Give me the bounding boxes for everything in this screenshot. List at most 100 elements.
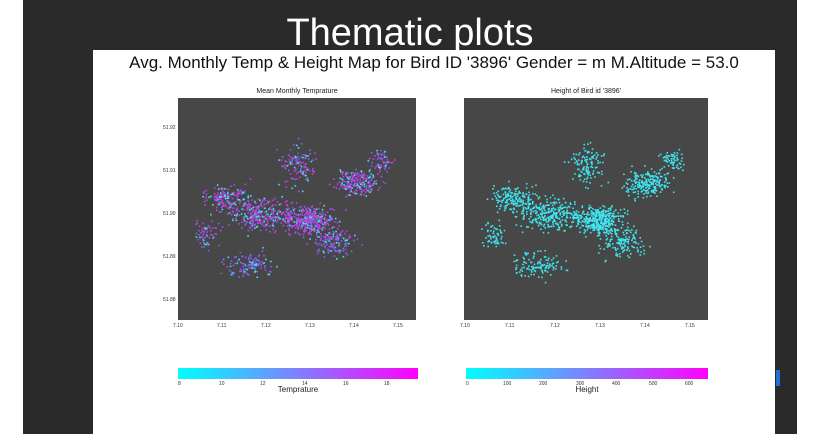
scatter-point: [351, 178, 354, 180]
scatter-point: [649, 181, 651, 183]
scatter-point: [263, 203, 266, 206]
scatter-point: [213, 195, 216, 198]
scatter-point: [336, 228, 339, 230]
scatter-point: [365, 185, 368, 187]
scatter-point: [599, 207, 602, 209]
scatter-point: [348, 186, 350, 189]
scatter-point: [337, 251, 340, 253]
scatter-point: [311, 225, 313, 228]
scatter-point: [216, 196, 218, 198]
scatter-point: [548, 264, 551, 267]
scatter-point: [324, 236, 326, 239]
scatter-point: [245, 203, 247, 206]
scatter-point: [299, 222, 301, 224]
scatter-point: [349, 178, 351, 181]
scatter-point: [522, 199, 525, 202]
scatter-point: [228, 195, 231, 198]
scatter-point: [370, 189, 373, 191]
scatter-point: [592, 222, 595, 225]
scatter-point: [490, 226, 492, 228]
scatter-point: [528, 197, 530, 200]
scatter-point: [247, 205, 250, 208]
scatter-point: [496, 199, 498, 201]
scatter-point: [645, 180, 647, 182]
scatter-point: [214, 187, 216, 189]
scatter-point: [221, 199, 224, 202]
scatter-point: [195, 236, 198, 238]
scatter-point: [338, 233, 341, 236]
scatter-point: [360, 171, 363, 173]
scatter-point: [550, 217, 553, 219]
scatter-point: [542, 216, 545, 219]
scatter-point: [210, 230, 212, 232]
scatter-point: [227, 207, 229, 209]
scatter-point: [247, 199, 249, 202]
scatter-point: [331, 226, 334, 229]
scatter-point: [202, 237, 205, 239]
height-scatter-svg: [481, 142, 685, 284]
scatter-point: [654, 186, 657, 189]
scatter-point: [306, 177, 309, 180]
scatter-point: [362, 176, 364, 178]
scatter-point: [497, 201, 499, 204]
scatter-point: [353, 185, 356, 187]
scatter-point: [269, 231, 271, 233]
y-tick-label: 51.89: [163, 254, 176, 260]
scatter-point: [672, 161, 674, 164]
scatter-point: [510, 197, 513, 199]
scatter-point: [667, 158, 669, 160]
scatter-point: [332, 244, 335, 246]
scatter-point: [295, 227, 297, 229]
scatter-point: [289, 163, 292, 165]
scatter-point: [676, 159, 678, 162]
scatter-point: [531, 203, 534, 205]
scatter-point: [591, 224, 594, 226]
scatter-point: [328, 232, 330, 234]
scatter-point: [247, 264, 250, 267]
scatter-point: [558, 198, 560, 201]
scatter-point: [541, 272, 544, 274]
scatter-point: [556, 261, 558, 264]
scatter-point: [336, 238, 338, 241]
scatter-point: [487, 230, 489, 233]
scatter-point: [519, 204, 522, 207]
scatter-point: [358, 181, 361, 184]
scatter-point: [328, 236, 330, 238]
scatter-point: [253, 267, 255, 270]
scatter-point: [294, 185, 297, 187]
scatter-point: [286, 165, 289, 167]
scatter-point: [631, 239, 633, 242]
scatter-point: [328, 228, 331, 230]
scatter-point: [554, 220, 556, 223]
scatter-point: [519, 197, 521, 199]
scatter-point: [611, 229, 613, 232]
scatter-point: [668, 155, 671, 157]
scatter-point: [564, 219, 567, 222]
scatter-point: [617, 212, 620, 214]
scatter-point: [540, 208, 542, 210]
scatter-point: [322, 250, 325, 253]
scatter-point: [626, 178, 629, 181]
scatter-point: [270, 208, 272, 211]
scatter-point: [319, 239, 322, 241]
scatter-point: [605, 242, 607, 245]
scatter-point: [255, 263, 258, 265]
scatter-point: [204, 204, 206, 206]
scatter-point: [591, 166, 594, 169]
scatter-point: [350, 190, 352, 192]
scatter-point: [487, 229, 489, 232]
scatter-point: [366, 175, 369, 177]
scatter-point: [518, 205, 520, 207]
scatter-point: [249, 226, 252, 229]
scatter-point: [345, 185, 347, 188]
scatter-point: [203, 191, 205, 193]
scatter-point: [594, 217, 596, 220]
scatter-point: [558, 201, 561, 204]
scatter-point: [318, 207, 320, 210]
scatter-point: [213, 236, 215, 238]
scatter-point: [297, 219, 299, 221]
scatter-point: [513, 208, 515, 211]
scatter-point: [246, 215, 248, 218]
scatter-point: [532, 192, 534, 195]
scatter-point: [280, 159, 283, 161]
